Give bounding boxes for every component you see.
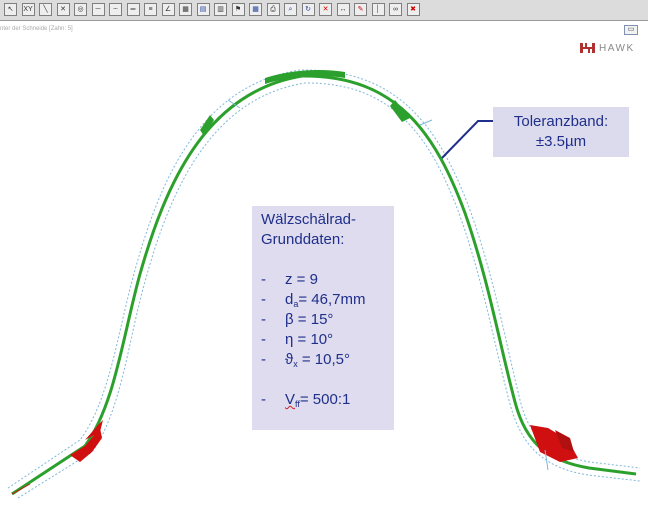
band-tick [227,99,241,109]
data-box-title-2: Grunddaten: [261,231,345,248]
flag-icon[interactable]: ⚑ [231,3,245,16]
list-dash: - [261,271,266,288]
profile-deviation-right [390,100,410,122]
tolerance-value: ±3.5µm [535,133,587,150]
table-icon[interactable]: ▦ [249,3,262,16]
profile-deviation-top [265,70,345,84]
list-dash: - [261,331,266,348]
band-tick [419,119,433,126]
diagonal-icon[interactable]: ╲ [39,3,52,16]
chart-icon[interactable]: ▤ [196,3,210,16]
deviation-red-left [70,428,102,462]
window-subtitle: nter der Schneide [Zahn: 5] [0,26,73,32]
param-symbol: ϑ [285,351,294,368]
print-icon[interactable]: ⎙ [266,3,280,16]
equal-icon[interactable]: ≡ [144,3,157,16]
param-subscript: x [293,359,298,369]
hawk-logo: HAWK [580,41,635,55]
layers-icon[interactable]: ▥ [214,3,227,16]
param-symbol: β [285,311,294,328]
tolerance-label-box: Toleranzband: ±3.5µm [493,107,629,157]
angle-icon[interactable]: ∠ [161,3,175,16]
tolerance-label: Toleranzband: [513,113,609,130]
param-line: - da= 46,7mm [261,290,394,310]
zoom-icon[interactable]: ⌕ [284,3,297,16]
list-dash: - [261,311,266,328]
tolerance-band-inner [17,82,641,499]
ratio-value: = 500:1 [299,391,351,408]
deviation-red-tick [11,483,31,495]
param-value: = 46,7mm [298,291,366,308]
param-line: - z = 9 [261,270,394,290]
list-dash: - [261,391,266,408]
pencil-icon[interactable]: ✎ [354,3,367,16]
tolerance-band-outer [7,69,641,489]
line-dash-icon[interactable]: ┄ [109,3,122,16]
param-value: = 10,5° [297,351,350,368]
hawk-logo-icon [580,43,595,53]
cursor-icon[interactable]: ↖ [4,3,17,16]
band-tick [544,449,549,471]
profile-deviation-left [200,115,214,136]
window-restore-button[interactable]: ▭ [624,25,638,35]
infinity-icon[interactable]: ∞ [389,3,402,16]
list-dash: - [261,291,266,308]
param-symbol: η [285,331,294,348]
ratio-symbol: Vff [285,391,300,409]
rotate-icon[interactable]: ↻ [301,3,315,16]
param-line: - ϑx = 10,5° [261,350,394,370]
hob-basic-data-box: Wälzschälrad- Grunddaten: - z = 9 - da= 46,… [252,206,394,430]
xy-icon[interactable]: XY [21,3,35,16]
hawk-logo-text: HAWK [599,42,635,54]
param-value: = 9 [292,271,318,288]
param-symbol: z [285,271,293,288]
ratio-line: - Vff= 500:1 [261,390,394,410]
close-red-icon[interactable]: ✕ [319,3,332,16]
list-dash: - [261,351,266,368]
line-horizontal-icon[interactable]: ─ [91,3,105,16]
arrows-horizontal-icon[interactable]: ↔ [336,3,350,16]
param-subscript: a [293,299,299,309]
cross-icon[interactable]: ✕ [56,3,70,16]
param-symbol: d [285,291,294,308]
toolbar: ↖ XY ╲ ✕ ◎ ─ ┄ ═ ≡ ∠ ▦ ▤ ▥ ⚑ ▦ ⎙ ⌕ ↻ ✕ ↔ ✎ │ ∞ ✖ [0,0,648,21]
param-line: - η = 10° [261,330,394,350]
data-box-title-1: Wälzschälrad- [261,211,357,228]
grid-icon[interactable]: ▦ [179,3,192,16]
exit-icon[interactable]: ✖ [406,3,420,16]
deviation-red-left-2 [85,420,103,440]
circle-target-icon[interactable]: ◎ [74,3,87,16]
measured-profile-line [11,74,637,496]
deviation-red-right-2 [555,430,574,452]
param-line: - β = 15° [261,310,394,330]
param-value: = 15° [293,311,334,328]
parallel-lines-icon[interactable]: ═ [126,3,140,16]
marker-icon[interactable]: │ [371,3,385,16]
param-value: = 10° [293,331,334,348]
deviation-red-right [530,425,578,462]
tolerance-leader-line [441,120,493,159]
